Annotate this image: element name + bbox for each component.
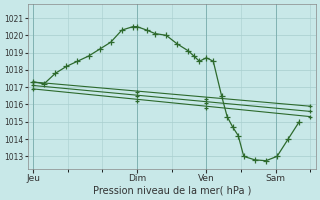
X-axis label: Pression niveau de la mer( hPa ): Pression niveau de la mer( hPa ): [92, 186, 251, 196]
